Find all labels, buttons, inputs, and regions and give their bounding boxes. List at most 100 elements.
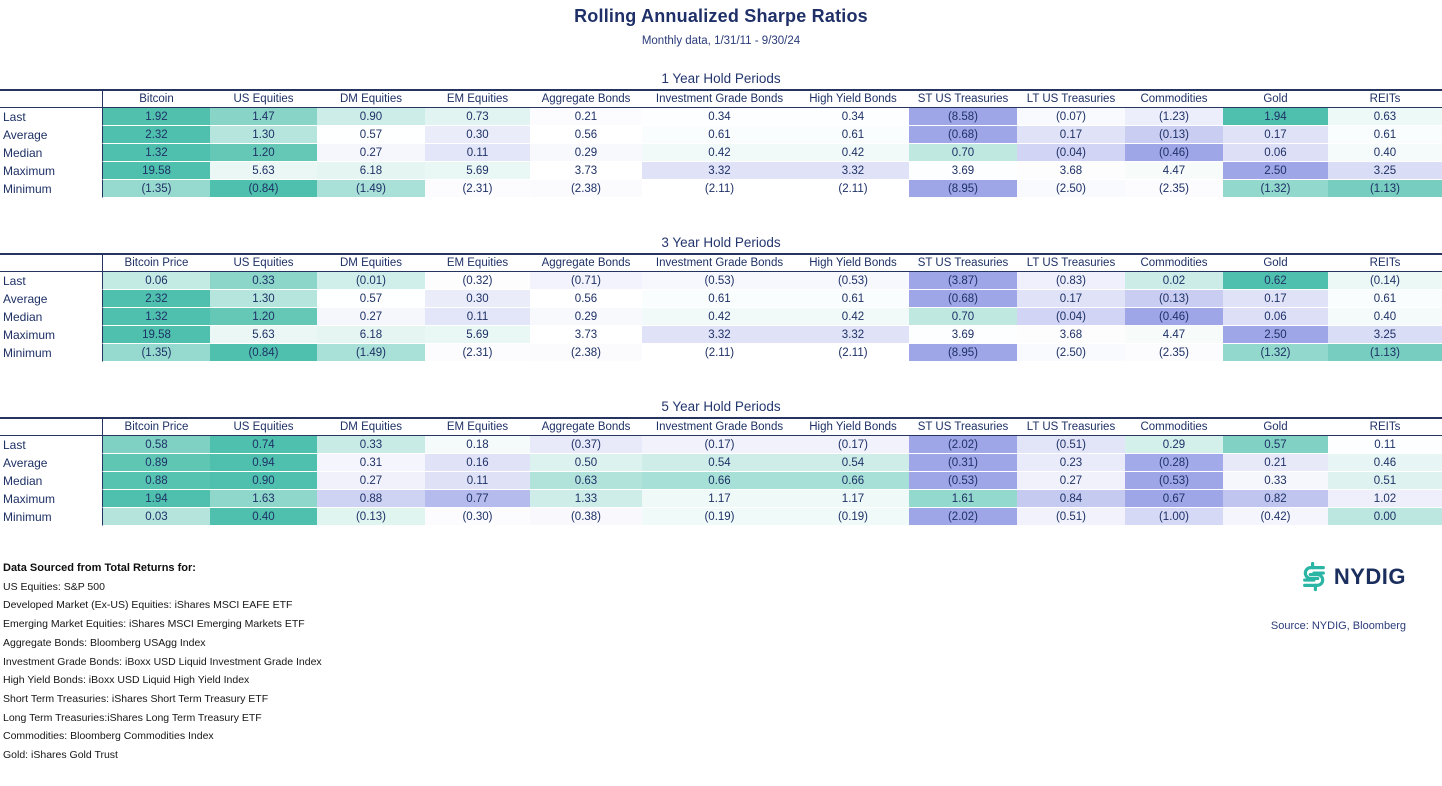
row-label: Median [0,472,103,490]
value-cell: 0.62 [1223,272,1328,290]
column-header: Aggregate Bonds [530,253,642,272]
value-cell: (0.31) [909,454,1017,472]
value-cell: 0.21 [1223,454,1328,472]
value-cell: 3.32 [797,162,909,180]
value-cell: 0.73 [425,108,530,126]
column-header: US Equities [210,89,317,108]
value-cell: 5.69 [425,326,530,344]
value-cell: (0.42) [1223,508,1328,526]
value-cell: (2.35) [1125,180,1223,198]
row-label: Median [0,308,103,326]
table-row: Maximum 19.58 5.63 6.18 5.69 3.73 3.32 3.32 3.69… [0,162,1442,180]
value-cell: 0.17 [1017,126,1125,144]
column-header: High Yield Bonds [797,89,909,108]
value-cell: 3.73 [530,326,642,344]
value-cell: (8.95) [909,344,1017,362]
page-footer: Data Sourced from Total Returns for: US … [0,559,1442,765]
value-cell: 1.63 [210,490,317,508]
value-cell: 0.89 [103,454,210,472]
value-cell: 5.69 [425,162,530,180]
value-cell: (0.53) [642,272,797,290]
value-cell: 0.02 [1125,272,1223,290]
column-header: Commodities [1125,417,1223,436]
table-row: Median 1.32 1.20 0.27 0.11 0.29 0.42 0.42 0.70 (0… [0,308,1442,326]
value-cell: 0.33 [317,436,425,454]
value-cell: (1.49) [317,180,425,198]
value-cell: 0.00 [1328,508,1442,526]
value-cell: (2.38) [530,180,642,198]
column-header: Gold [1223,253,1328,272]
value-cell: (1.49) [317,344,425,362]
value-cell: 0.06 [1223,144,1328,162]
section-1-year: 1 Year Hold Periods Bitcoin US Equities DM… [0,71,1442,198]
value-cell: 6.18 [317,162,425,180]
value-cell: (0.84) [210,344,317,362]
column-header: Investment Grade Bonds [642,417,797,436]
row-label: Average [0,454,103,472]
value-cell: (0.71) [530,272,642,290]
value-cell: 0.40 [210,508,317,526]
value-cell: (0.53) [1125,472,1223,490]
value-cell: 0.57 [317,290,425,308]
value-cell: 2.50 [1223,326,1328,344]
column-header: LT US Treasuries [1017,89,1125,108]
value-cell: (0.68) [909,126,1017,144]
value-cell: 1.47 [210,108,317,126]
value-cell: (0.19) [797,508,909,526]
value-cell: 0.17 [1223,290,1328,308]
sharpe-table-3-year: Bitcoin Price US Equities DM Equities EM Eq… [0,253,1442,362]
nydig-dollar-icon [1302,561,1325,592]
value-cell: (2.50) [1017,344,1125,362]
value-cell: (1.23) [1125,108,1223,126]
column-header: LT US Treasuries [1017,253,1125,272]
value-cell: (8.58) [909,108,1017,126]
table-row: Median 1.32 1.20 0.27 0.11 0.29 0.42 0.42 0.70 (0… [0,144,1442,162]
table-row: Last 1.92 1.47 0.90 0.73 0.21 0.34 0.34 (8.58) (0… [0,108,1442,126]
value-cell: (2.11) [797,180,909,198]
value-cell: 0.46 [1328,454,1442,472]
value-cell: (1.35) [103,180,210,198]
sharpe-table-5-year: Bitcoin Price US Equities DM Equities EM Eq… [0,417,1442,526]
value-cell: 0.57 [1223,436,1328,454]
value-cell: (1.32) [1223,180,1328,198]
value-cell: 4.47 [1125,326,1223,344]
value-cell: (2.50) [1017,180,1125,198]
column-header: DM Equities [317,253,425,272]
value-cell: 3.32 [797,326,909,344]
section-title: 3 Year Hold Periods [661,235,781,250]
row-label: Last [0,272,103,290]
value-cell: 0.11 [425,144,530,162]
value-cell: 0.54 [642,454,797,472]
value-cell: (2.38) [530,344,642,362]
column-header: Commodities [1125,89,1223,108]
column-header: Bitcoin Price [103,253,210,272]
value-cell: 0.42 [797,308,909,326]
value-cell: 0.88 [103,472,210,490]
nydig-logo: NYDIG [1300,561,1406,592]
value-cell: 0.16 [425,454,530,472]
sharpe-table-1-year: Bitcoin US Equities DM Equities EM Equities… [0,89,1442,198]
value-cell: 0.21 [530,108,642,126]
value-cell: (2.11) [642,344,797,362]
table-row: Average 2.32 1.30 0.57 0.30 0.56 0.61 0.61 (0.68… [0,290,1442,308]
column-header: Investment Grade Bonds [642,253,797,272]
value-cell: 1.61 [909,490,1017,508]
value-cell: (0.13) [1125,290,1223,308]
row-label: Maximum [0,326,103,344]
column-header: Bitcoin [103,89,210,108]
column-header: EM Equities [425,417,530,436]
column-header: REITs [1328,417,1442,436]
corner-cell [0,89,103,108]
value-cell: (2.02) [909,436,1017,454]
value-cell: 0.23 [1017,454,1125,472]
value-cell: (0.19) [642,508,797,526]
value-cell: 0.84 [1017,490,1125,508]
value-cell: 0.56 [530,290,642,308]
value-cell: 6.18 [317,326,425,344]
value-cell: 0.27 [1017,472,1125,490]
value-cell: 3.32 [642,326,797,344]
value-cell: (1.13) [1328,344,1442,362]
value-cell: 5.63 [210,162,317,180]
value-cell: 2.32 [103,126,210,144]
value-cell: (0.04) [1017,144,1125,162]
